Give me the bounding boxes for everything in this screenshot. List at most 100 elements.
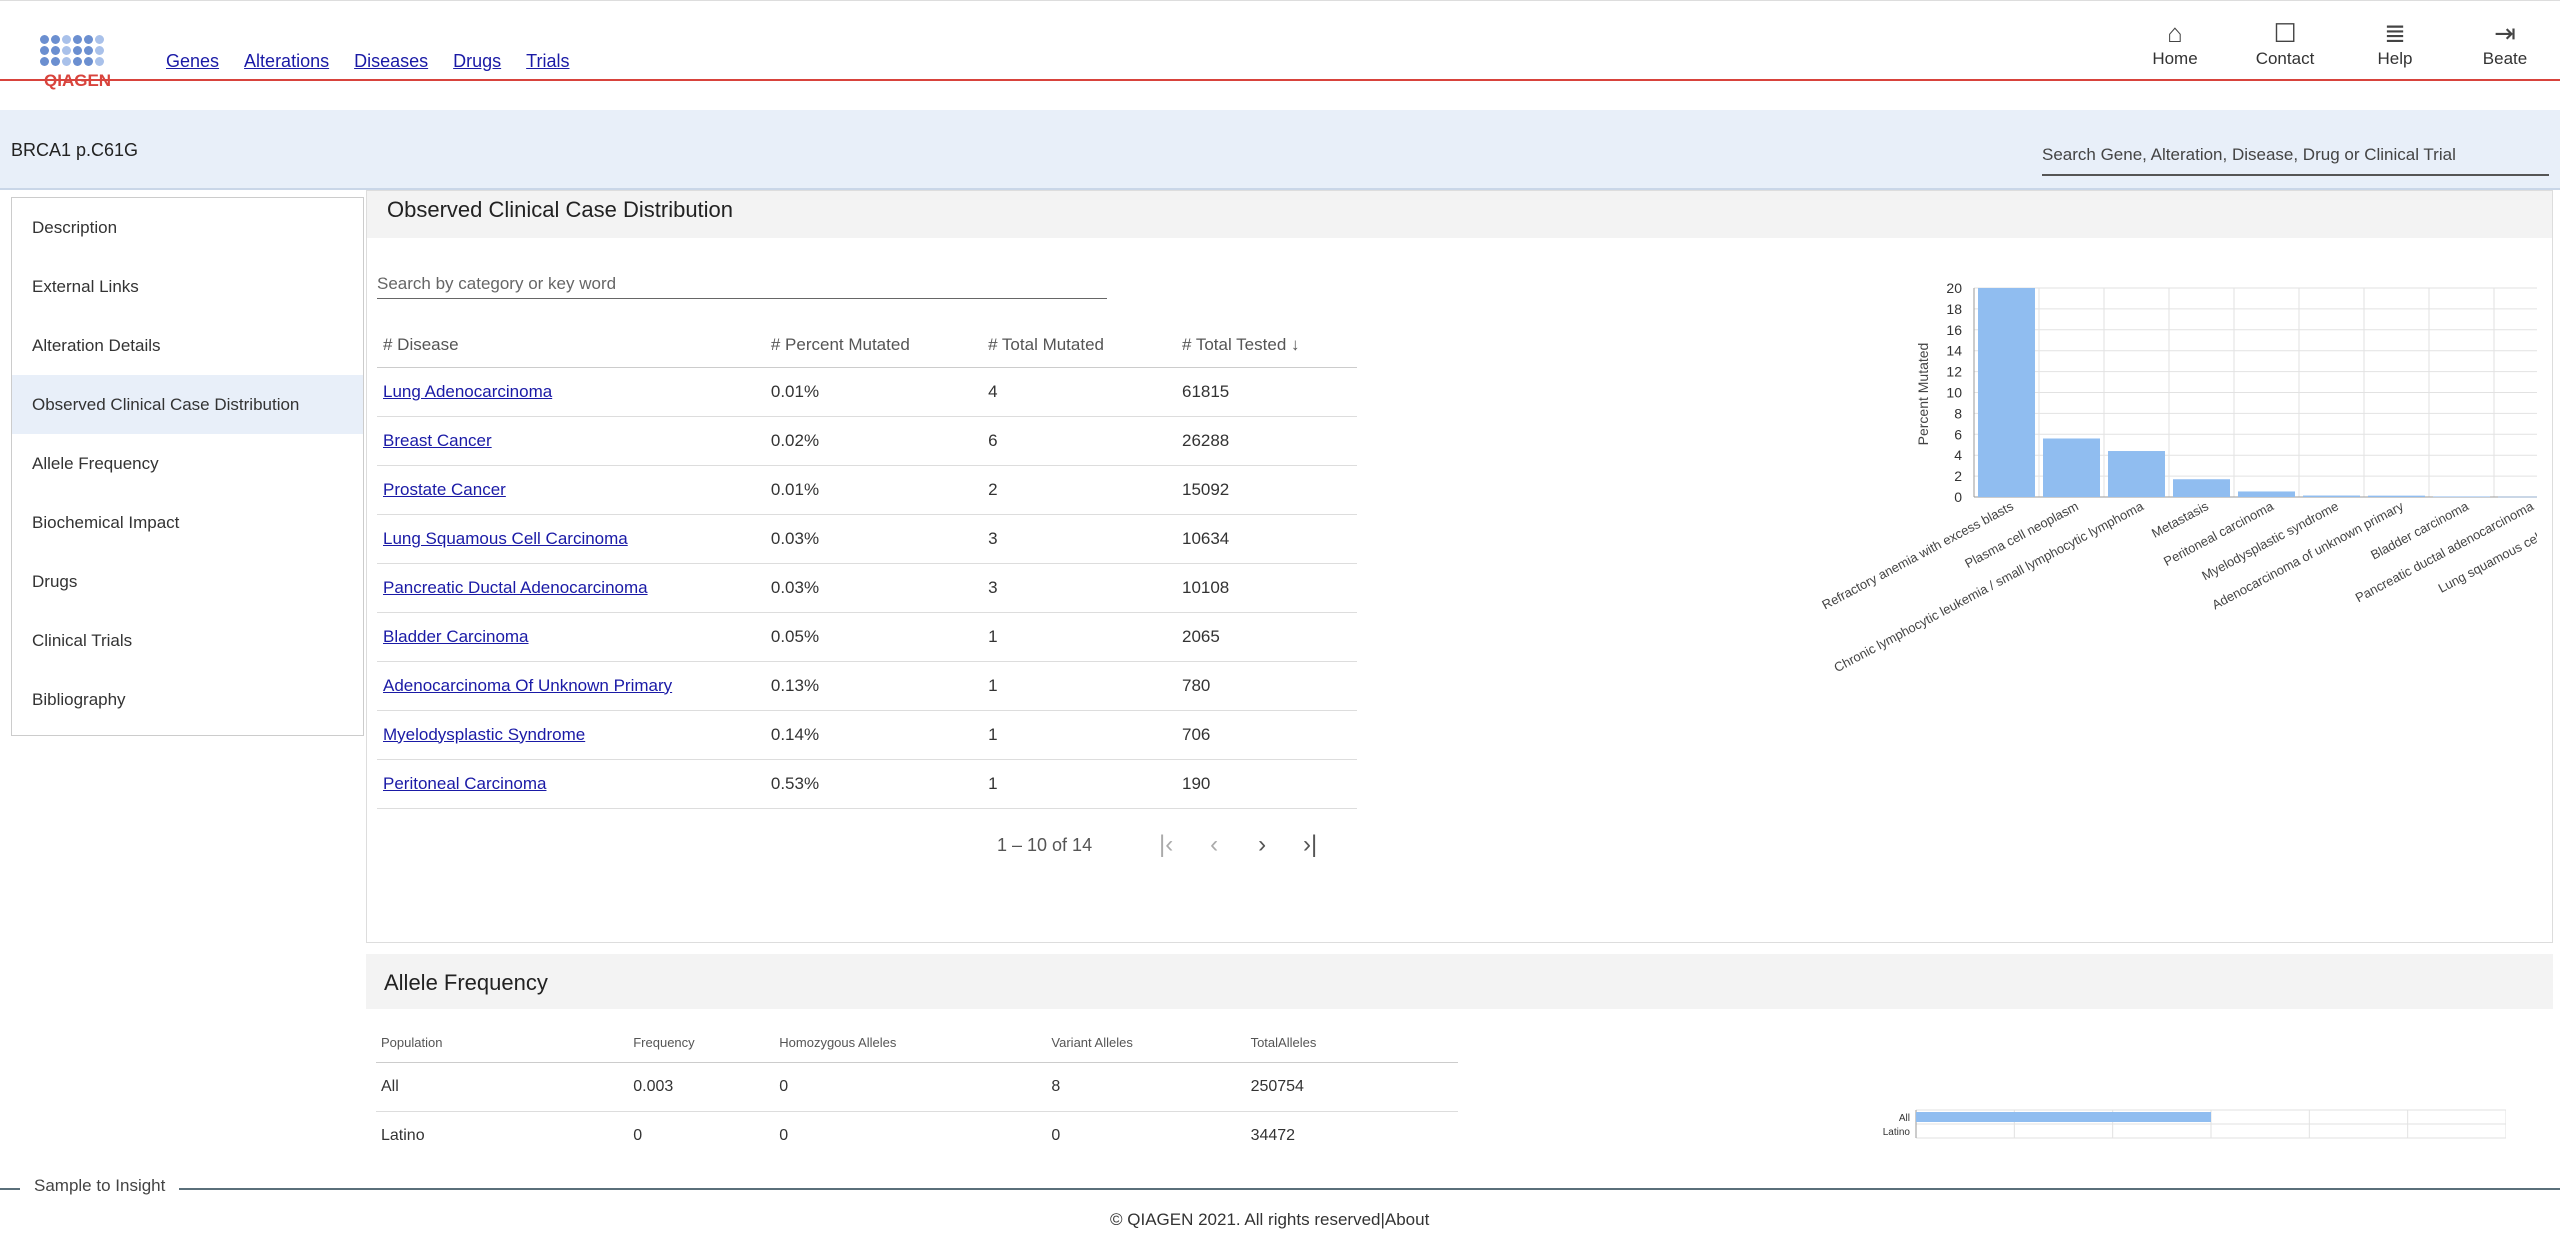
case-filter-input[interactable] <box>377 269 1107 299</box>
logo-dot <box>84 46 93 55</box>
bar[interactable] <box>2173 479 2230 497</box>
next-page-icon[interactable]: › <box>1258 831 1267 858</box>
table-cell: 61815 <box>1175 367 1357 417</box>
footer: Sample to Insight © QIAGEN 2021. All rig… <box>0 1160 2560 1245</box>
nav-link-drugs[interactable]: Drugs <box>453 51 502 71</box>
home-icon: ⌂ <box>2167 18 2183 48</box>
section-sidebar: Description External Links Alteration Deta… <box>11 197 364 736</box>
nav-action-beate[interactable]: ⇥ Beate <box>2450 17 2560 69</box>
table-cell: 0.53% <box>764 759 983 809</box>
footer-copyright: © QIAGEN 2021. All rights reserved|About <box>1110 1210 1430 1229</box>
table-cell: 0.02% <box>764 416 983 466</box>
table-cell: 1 <box>982 612 1176 662</box>
bar[interactable] <box>2108 451 2165 497</box>
last-page-icon[interactable]: ›| <box>1302 831 1318 858</box>
table-cell: 8 <box>1046 1062 1246 1112</box>
table-cell: Myelodysplastic Syndrome <box>377 710 765 760</box>
section-title: Observed Clinical Case Distribution <box>367 191 2552 238</box>
bar[interactable] <box>2368 495 2425 497</box>
disease-link[interactable]: Peritoneal Carcinoma <box>383 773 547 793</box>
bar[interactable] <box>2238 491 2295 497</box>
disease-link[interactable]: Lung Adenocarcinoma <box>383 381 553 401</box>
bar[interactable] <box>1978 288 2035 497</box>
bar[interactable] <box>2498 496 2537 498</box>
main-nav-links: Genes Alterations Diseases Drugs Trials <box>166 51 569 72</box>
footer-divider <box>0 1188 2560 1190</box>
sidebar-item-alteration-details[interactable]: Alteration Details <box>32 335 161 355</box>
sidebar-item-external-links[interactable]: External Links <box>32 276 139 296</box>
sidebar-item-description[interactable]: Description <box>32 217 118 237</box>
nav-action-label: Help <box>2377 49 2413 68</box>
top-navigation: QIAGEN Genes Alterations Diseases Drugs Tria… <box>0 0 2560 90</box>
y-tick-label: 6 <box>1954 426 1962 442</box>
logo-dot <box>95 46 104 55</box>
disease-link[interactable]: Adenocarcinoma Of Unknown Primary <box>383 675 673 695</box>
column-header[interactable]: # Total Tested ↓ <box>1175 324 1357 368</box>
nav-link-genes[interactable]: Genes <box>166 51 220 71</box>
table-cell: 2065 <box>1175 612 1357 662</box>
table-cell: 0.03% <box>764 514 983 564</box>
logo-text: QIAGEN <box>44 71 111 91</box>
y-tick-label: 16 <box>1946 322 1962 338</box>
table-cell: 780 <box>1175 661 1357 711</box>
bar[interactable] <box>2303 495 2360 497</box>
sidebar-item-biochemical-impact[interactable]: Biochemical Impact <box>32 512 180 532</box>
table-cell: 0 <box>774 1062 1047 1112</box>
table-cell: Lung Adenocarcinoma <box>377 367 765 417</box>
logo-dot <box>62 46 71 55</box>
y-tick-label: 8 <box>1954 405 1962 421</box>
table-cell: 1 <box>982 710 1176 760</box>
nav-action-help[interactable]: ≣ Help <box>2340 17 2450 69</box>
nav-action-home[interactable]: ⌂ Home <box>2120 17 2230 69</box>
nav-link-diseases[interactable]: Diseases <box>354 51 429 71</box>
bar[interactable] <box>2433 496 2490 498</box>
logo-dot <box>84 35 93 44</box>
disease-table: # Disease # Percent Mutated # Total Mutate… <box>377 324 1357 809</box>
disease-link[interactable]: Bladder Carcinoma <box>383 626 529 646</box>
table-cell: 10108 <box>1175 563 1357 613</box>
allele-frequency-chart: All Latino <box>1883 1109 2506 1139</box>
sidebar-item-observed-clinical-case-distribution[interactable]: Observed Clinical Case Distribution <box>12 375 363 434</box>
nav-action-label: Home <box>2152 49 2198 68</box>
disease-link[interactable]: Breast Cancer <box>383 430 492 450</box>
table-cell: 15092 <box>1175 465 1357 515</box>
table-cell: 6 <box>982 416 1176 466</box>
first-page-icon[interactable]: |‹ <box>1158 831 1174 858</box>
logo-dots <box>40 35 110 66</box>
y-tick-label: 10 <box>1946 385 1962 401</box>
sidebar-item-bibliography[interactable]: Bibliography <box>32 689 126 709</box>
disease-link[interactable]: Myelodysplastic Syndrome <box>383 724 586 744</box>
y-axis-label: Percent Mutated <box>1915 343 1931 446</box>
nav-link-alterations[interactable]: Alterations <box>244 51 330 71</box>
footer-tagline: Sample to Insight <box>20 1176 180 1196</box>
nav-link-trials[interactable]: Trials <box>526 51 570 71</box>
x-tick-label: Peritoneal carcinoma <box>2161 498 2277 569</box>
y-tick-label: All <box>1899 1113 1910 1124</box>
qiagen-logo[interactable]: QIAGEN <box>40 35 111 91</box>
table-cell: 0.13% <box>764 661 983 711</box>
table-cell: 0.14% <box>764 710 983 760</box>
y-tick-label: 4 <box>1954 447 1962 463</box>
sidebar-item-clinical-trials[interactable]: Clinical Trials <box>32 630 133 650</box>
nav-action-contact[interactable]: ☐ Contact <box>2230 17 2340 69</box>
previous-page-icon[interactable]: ‹ <box>1210 831 1219 858</box>
table-cell: 1 <box>982 661 1176 711</box>
bar[interactable] <box>1916 1112 2211 1122</box>
table-cell: Bladder Carcinoma <box>377 612 765 662</box>
global-search-input[interactable] <box>2042 136 2549 176</box>
table-row: Prostate Cancer 0.01% 2 15092 <box>377 465 1357 515</box>
table-row: Bladder Carcinoma 0.05% 1 2065 <box>377 612 1357 662</box>
table-cell: 26288 <box>1175 416 1357 466</box>
bar[interactable] <box>2043 438 2100 497</box>
column-header: Population <box>376 1024 629 1063</box>
sidebar-item-drugs[interactable]: Drugs <box>32 571 78 591</box>
allele-frequency-panel: Allele Frequency Population Frequency Homo… <box>366 954 2553 1161</box>
disease-link[interactable]: Pancreatic Ductal Adenocarcinoma <box>383 577 648 597</box>
disease-link[interactable]: Lung Squamous Cell Carcinoma <box>383 528 628 548</box>
sidebar-item-allele-frequency[interactable]: Allele Frequency <box>32 453 159 473</box>
table-cell: 1 <box>982 759 1176 809</box>
disease-link[interactable]: Prostate Cancer <box>383 479 506 499</box>
table-cell: 10634 <box>1175 514 1357 564</box>
y-tick-label: 12 <box>1946 364 1962 380</box>
